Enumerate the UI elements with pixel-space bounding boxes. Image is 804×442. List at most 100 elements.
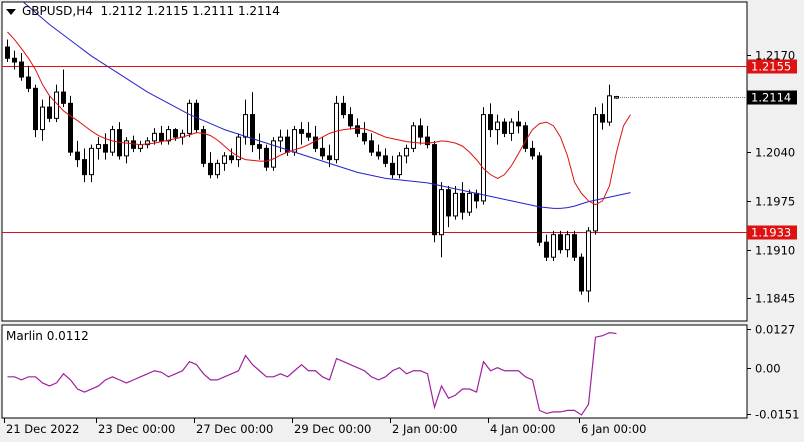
- bear-candle: [460, 192, 465, 213]
- bear-candle: [488, 114, 493, 131]
- bear-candle: [264, 147, 269, 168]
- bear-candle: [313, 136, 318, 149]
- current-price-tag: [747, 90, 797, 105]
- bear-candle: [173, 129, 178, 138]
- bear-candle: [257, 144, 262, 149]
- bull-candle: [607, 95, 612, 123]
- chart-header: GBPUSD,H4 1.2112 1.2115 1.2111 1.2114: [6, 4, 280, 18]
- dropdown-triangle-icon[interactable]: [6, 8, 16, 15]
- bear-candle: [5, 46, 10, 59]
- bull-candle: [124, 140, 129, 157]
- x-tick-label: 23 Dec 00:00: [98, 422, 175, 436]
- bear-candle: [600, 114, 605, 123]
- bear-candle: [131, 140, 136, 149]
- level-price-label: 1.1933: [751, 226, 791, 240]
- x-tick-label: 2 Jan 00:00: [392, 422, 458, 436]
- level-price-label: 1.2155: [751, 60, 791, 74]
- bear-candle: [320, 147, 325, 157]
- bear-candle: [26, 76, 31, 89]
- bear-candle: [390, 162, 395, 176]
- x-tick-label: 4 Jan 00:00: [490, 422, 556, 436]
- level-price-tag: [747, 59, 797, 74]
- symbol-label: GBPUSD,H4: [22, 4, 93, 18]
- bull-candle: [187, 102, 192, 134]
- bull-candle: [222, 155, 227, 164]
- bear-candle: [355, 125, 360, 134]
- bear-candle: [299, 129, 304, 134]
- bear-candle: [348, 114, 353, 127]
- bull-candle: [397, 155, 402, 176]
- bear-candle: [327, 155, 332, 161]
- bull-candle: [614, 96, 619, 99]
- bull-candle: [467, 192, 472, 213]
- bear-candle: [208, 162, 213, 176]
- bull-candle: [236, 136, 241, 161]
- bull-candle: [138, 144, 143, 149]
- bull-candle: [404, 147, 409, 157]
- bull-candle: [271, 140, 276, 168]
- ohlc-readout: 1.2112 1.2115 1.2111 1.2114: [100, 4, 280, 18]
- bull-candle: [565, 234, 570, 251]
- marlin-series-layer: [7, 332, 617, 416]
- bull-candle: [152, 132, 157, 142]
- bear-candle: [341, 102, 346, 116]
- bear-candle: [544, 241, 549, 258]
- bear-candle: [516, 121, 521, 127]
- marlin-panel-area: [1, 324, 748, 419]
- bear-candle: [229, 155, 234, 161]
- bull-candle: [292, 129, 297, 153]
- bear-candle: [530, 147, 535, 157]
- bear-candle: [61, 91, 66, 104]
- bear-candle: [446, 189, 451, 217]
- bear-candle: [432, 144, 437, 236]
- bull-candle: [586, 230, 591, 292]
- bear-candle: [579, 256, 584, 292]
- bull-candle: [166, 129, 171, 142]
- level-price-tag: [747, 225, 797, 240]
- bear-candle: [33, 87, 38, 131]
- bear-candle: [376, 151, 381, 157]
- fast-moving-average-line: [7, 31, 631, 206]
- bear-candle: [103, 144, 108, 153]
- bear-candle: [425, 136, 430, 146]
- bear-candle: [537, 155, 542, 243]
- bull-candle: [243, 114, 248, 138]
- bear-candle: [47, 106, 52, 119]
- bear-candle: [418, 125, 423, 138]
- bull-candle: [495, 121, 500, 131]
- marlin-y-tick-label: 0.0127: [755, 323, 795, 337]
- bull-candle: [40, 106, 45, 131]
- bear-candle: [523, 125, 528, 149]
- bear-candle: [474, 192, 479, 202]
- bear-candle: [19, 61, 24, 78]
- marlin-y-tick-label: -0.0151: [755, 408, 799, 422]
- bear-candle: [250, 114, 255, 146]
- bear-candle: [362, 132, 367, 142]
- slow-moving-average-line: [22, 2, 631, 209]
- bear-candle: [159, 132, 164, 142]
- bull-candle: [439, 189, 444, 236]
- y-tick-label: 1.1910: [755, 244, 795, 258]
- x-tick-label: 6 Jan 00:00: [581, 422, 647, 436]
- bear-candle: [502, 121, 507, 134]
- price-series-layer: [2, 2, 747, 303]
- bull-candle: [411, 125, 416, 149]
- marlin-line: [7, 332, 617, 416]
- main-chart-area: [1, 1, 748, 322]
- marlin-indicator-label: Marlin 0.0112: [6, 329, 89, 343]
- bull-candle: [215, 162, 220, 176]
- bear-candle: [82, 159, 87, 176]
- y-tick-label: 1.2170: [755, 49, 795, 63]
- x-tick-label: 27 Dec 00:00: [196, 422, 273, 436]
- bear-candle: [12, 57, 17, 63]
- y-tick-label: 1.1975: [755, 195, 795, 209]
- x-tick-label: 21 Dec 2022: [6, 422, 79, 436]
- bear-candle: [383, 155, 388, 164]
- bear-candle: [369, 140, 374, 153]
- bull-candle: [481, 114, 486, 202]
- bear-candle: [68, 102, 73, 153]
- y-tick-label: 1.1845: [755, 292, 795, 306]
- bull-candle: [278, 136, 283, 142]
- axis-labels-layer: 1.2155 1.1933 1.2114 1.2170 1.2040 1.1975 1.19…: [4, 49, 799, 436]
